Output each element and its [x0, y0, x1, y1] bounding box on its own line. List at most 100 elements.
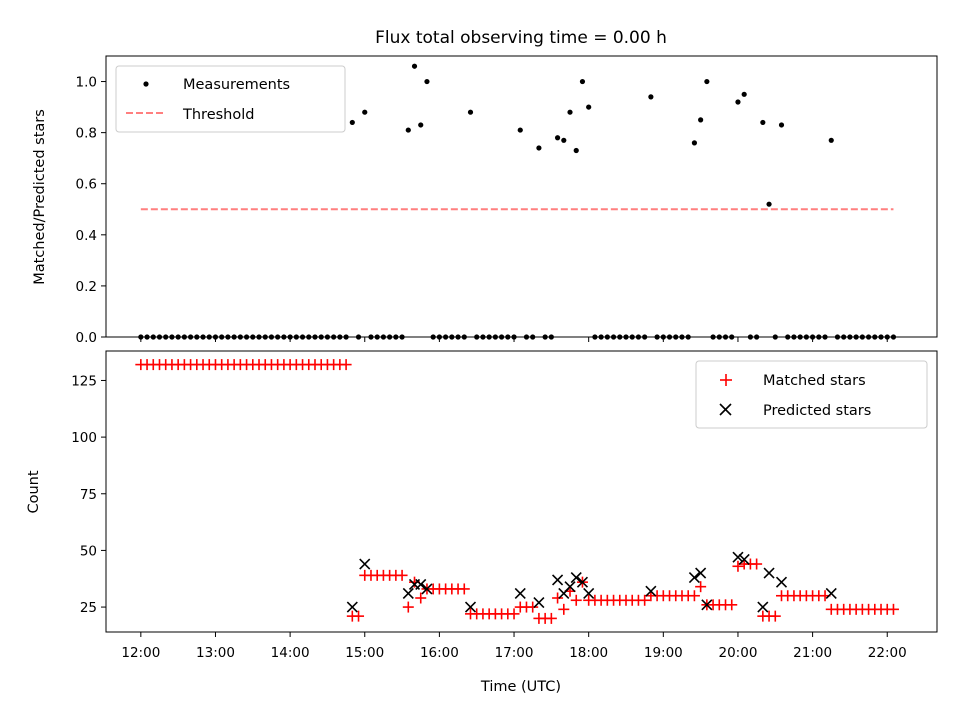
matched-star-point [887, 603, 899, 615]
top-chart-y-label: Matched/Predicted stars [32, 109, 48, 285]
measurement-point [561, 137, 567, 143]
measurement-point [766, 201, 772, 207]
matched-star-point [732, 560, 744, 572]
matched-star-point [508, 608, 520, 620]
measurement-point [554, 135, 561, 141]
measurement-point [579, 78, 586, 85]
matched-star-point [570, 594, 582, 606]
bottom-x-tick-label: 19:00 [644, 645, 683, 661]
predicted-star-point [464, 601, 477, 613]
matched-star-point [769, 610, 781, 622]
matched-star-point [396, 569, 408, 581]
matched-star-point [527, 601, 539, 613]
measurement-point [586, 104, 592, 110]
top-y-tick-label: 0.8 [76, 126, 97, 142]
measurement-point [567, 109, 573, 115]
measurement-point [349, 119, 355, 126]
bottom-y-tick-label: 25 [80, 600, 97, 616]
measurement-point [691, 140, 698, 146]
bottom-x-tick-label: 22:00 [868, 645, 907, 661]
legend-threshold-label: Threshold [182, 107, 254, 123]
legend-measurements-label: Measurements [183, 77, 290, 93]
matched-star-point [402, 601, 414, 613]
matched-star-point [552, 592, 564, 604]
predicted-star-point [346, 601, 358, 613]
bottom-x-tick-label: 18:00 [569, 645, 608, 661]
top-chart-y-ticks: 0.0 0.2 0.4 0.6 0.8 1.0 [76, 75, 106, 346]
measurement-point [405, 127, 411, 133]
predicted-star-point [757, 601, 769, 613]
legend-measurements-marker [143, 81, 149, 87]
top-y-tick-label: 0.6 [76, 177, 97, 193]
predicted-star-point [688, 572, 700, 584]
top-y-tick-label: 1.0 [76, 75, 97, 91]
predicted-star-point [738, 553, 750, 566]
predicted-star-point [415, 578, 427, 590]
bottom-y-tick-label: 100 [71, 430, 97, 446]
predicted-star-point [645, 585, 657, 597]
bottom-chart-x-ticks: 12:00 13:00 14:00 15:00 16:00 17:00 18:00 19:00… [121, 632, 907, 661]
measurement-point [648, 94, 654, 100]
bottom-x-tick-label: 13:00 [196, 645, 235, 661]
measurement-point [418, 122, 424, 128]
top-chart-x-ticks [140, 337, 888, 342]
predicted-star-point [552, 574, 564, 586]
predicted-star-point [732, 551, 744, 563]
top-chart-title: Flux total observing time = 0.00 h [375, 28, 667, 48]
bottom-legend-box [695, 360, 928, 429]
matched-star-point [726, 599, 738, 611]
bottom-x-tick-label: 17:00 [495, 645, 534, 661]
bottom-y-tick-label: 125 [71, 373, 97, 389]
measurement-point [467, 109, 474, 115]
bottom-chart-legend: Matched stars Predicted stars [695, 360, 928, 429]
predicted-star-point [564, 581, 576, 593]
top-chart: 0.0 0.2 0.4 0.6 0.8 1.0 Matched/Predicted sta… [32, 55, 938, 346]
top-y-tick-label: 0.4 [76, 228, 97, 244]
measurement-point [760, 119, 766, 126]
legend-matched-label: Matched stars [763, 373, 866, 389]
legend-predicted-label: Predicted stars [763, 403, 871, 419]
predicted-star-point [825, 587, 837, 600]
bottom-chart: 25 50 75 100 125 12:00 13:00 14:00 15:00 16:00 17… [26, 350, 938, 695]
matched-star-point [415, 592, 427, 604]
measurement-point [517, 127, 523, 133]
matched-star-point [688, 590, 700, 602]
top-chart-series [138, 63, 897, 340]
measurement-point [424, 78, 430, 85]
predicted-star-point [576, 576, 589, 588]
matched-star-point [458, 583, 470, 595]
predicted-star-point [359, 558, 371, 570]
measurement-point [828, 137, 834, 143]
bottom-chart-frame [105, 350, 938, 633]
matched-star-point [353, 610, 365, 622]
predicted-star-point [583, 587, 595, 600]
matched-star-point [340, 359, 352, 371]
predicted-star-point [695, 567, 707, 579]
predicted-star-point [421, 583, 433, 595]
bottom-chart-y-label: Count [26, 470, 42, 513]
matched-star-point [639, 594, 651, 606]
predicted-star-point [763, 567, 775, 579]
measurement-point [735, 99, 741, 105]
bottom-x-tick-label: 21:00 [793, 645, 832, 661]
predicted-star-point [533, 596, 545, 609]
measurement-point [573, 147, 579, 154]
legend-predicted-marker [719, 403, 732, 416]
bottom-y-tick-label: 50 [80, 543, 97, 559]
bottom-x-tick-label: 12:00 [121, 645, 160, 661]
predicted-star-point [402, 587, 414, 600]
bottom-chart-y-ticks: 25 50 75 100 125 [71, 373, 106, 616]
measurement-point [411, 63, 418, 69]
predicted-star-point [701, 599, 713, 611]
measurement-point [362, 109, 368, 115]
predicted-star-point [570, 572, 582, 584]
bottom-x-tick-label: 15:00 [345, 645, 384, 661]
matched-star-point [751, 558, 763, 570]
top-chart-legend: Measurements Threshold [115, 65, 346, 133]
bottom-x-tick-label: 14:00 [271, 645, 310, 661]
matched-star-point [558, 603, 570, 615]
predicted-star-point [514, 587, 526, 600]
top-y-tick-label: 0.2 [76, 279, 97, 295]
bottom-x-tick-label: 20:00 [719, 645, 758, 661]
